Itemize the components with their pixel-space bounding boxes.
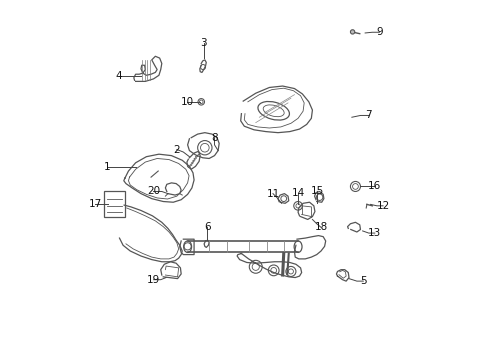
Text: 13: 13: [368, 228, 381, 238]
Text: 17: 17: [89, 199, 102, 210]
Text: 6: 6: [204, 222, 211, 232]
Text: 7: 7: [366, 111, 372, 121]
Text: 19: 19: [147, 275, 160, 285]
Text: 1: 1: [103, 162, 110, 172]
Text: 8: 8: [211, 133, 218, 143]
Text: 11: 11: [267, 189, 280, 199]
Text: 18: 18: [315, 222, 328, 232]
Text: 9: 9: [376, 27, 383, 37]
Text: 20: 20: [147, 186, 160, 197]
Circle shape: [350, 30, 355, 34]
Text: 2: 2: [173, 144, 180, 154]
Text: 10: 10: [180, 97, 194, 107]
Text: 4: 4: [116, 71, 122, 81]
Text: 16: 16: [368, 181, 381, 192]
Text: 15: 15: [311, 186, 324, 197]
Text: 3: 3: [200, 38, 207, 48]
Text: 12: 12: [376, 201, 390, 211]
Text: 5: 5: [360, 276, 367, 286]
Text: 14: 14: [292, 188, 305, 198]
